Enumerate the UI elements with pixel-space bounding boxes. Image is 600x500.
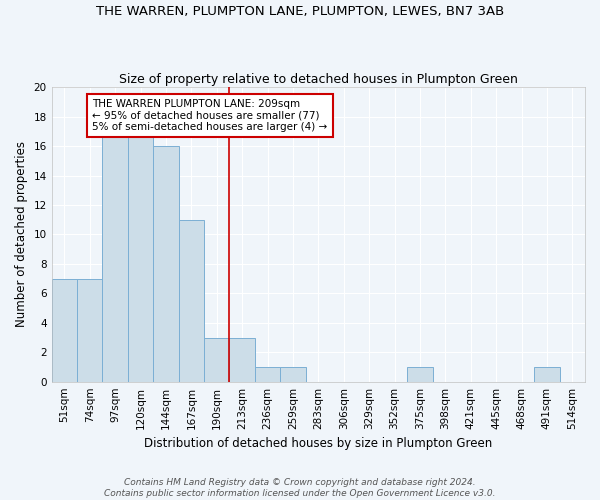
Bar	[204, 338, 229, 382]
Y-axis label: Number of detached properties: Number of detached properties	[15, 142, 28, 328]
Title: Size of property relative to detached houses in Plumpton Green: Size of property relative to detached ho…	[119, 73, 518, 86]
Text: THE WARREN, PLUMPTON LANE, PLUMPTON, LEWES, BN7 3AB: THE WARREN, PLUMPTON LANE, PLUMPTON, LEW…	[96, 5, 504, 18]
Text: THE WARREN PLUMPTON LANE: 209sqm
← 95% of detached houses are smaller (77)
5% of: THE WARREN PLUMPTON LANE: 209sqm ← 95% o…	[92, 99, 328, 132]
Text: Contains HM Land Registry data © Crown copyright and database right 2024.
Contai: Contains HM Land Registry data © Crown c…	[104, 478, 496, 498]
Bar	[128, 132, 153, 382]
Bar	[153, 146, 179, 382]
X-axis label: Distribution of detached houses by size in Plumpton Green: Distribution of detached houses by size …	[144, 437, 493, 450]
Bar	[52, 278, 77, 382]
Bar	[534, 367, 560, 382]
Bar	[255, 367, 280, 382]
Bar	[229, 338, 255, 382]
Bar	[179, 220, 204, 382]
Bar	[77, 278, 103, 382]
Bar	[280, 367, 305, 382]
Bar	[407, 367, 433, 382]
Bar	[103, 132, 128, 382]
